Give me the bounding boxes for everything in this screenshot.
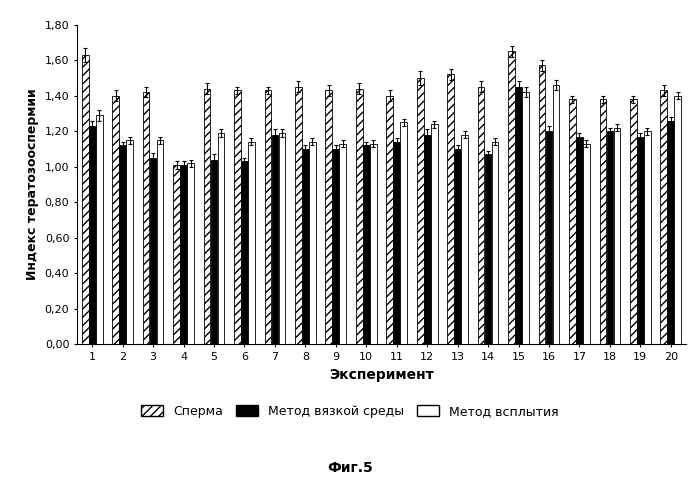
Bar xyxy=(370,144,377,344)
Y-axis label: Индекс тератозооспермии: Индекс тератозооспермии xyxy=(26,89,39,280)
Bar xyxy=(400,123,407,344)
Bar xyxy=(491,142,498,344)
Text: Фиг.5: Фиг.5 xyxy=(327,461,373,475)
Bar xyxy=(606,131,613,344)
Bar xyxy=(218,133,225,344)
Bar xyxy=(326,91,332,344)
Bar xyxy=(150,158,157,344)
Bar xyxy=(157,140,164,344)
Bar xyxy=(386,95,393,344)
Bar xyxy=(363,146,370,344)
Bar xyxy=(393,142,400,344)
Bar xyxy=(484,154,491,344)
Bar xyxy=(477,87,484,344)
Bar xyxy=(302,149,309,344)
Bar xyxy=(187,163,194,344)
Bar xyxy=(644,131,651,344)
Bar xyxy=(545,131,552,344)
Bar xyxy=(96,115,103,344)
Bar xyxy=(340,144,346,344)
Bar xyxy=(447,74,454,344)
Bar xyxy=(416,78,424,344)
Bar xyxy=(454,149,461,344)
Bar xyxy=(599,99,606,344)
Bar xyxy=(613,127,620,344)
Bar xyxy=(424,135,430,344)
Bar xyxy=(538,65,545,344)
Bar xyxy=(569,99,576,344)
Bar xyxy=(576,136,583,344)
Bar xyxy=(508,51,515,344)
Bar xyxy=(180,165,187,344)
Bar xyxy=(82,55,89,344)
X-axis label: Эксперимент: Эксперимент xyxy=(329,368,434,382)
Bar xyxy=(89,126,96,344)
Bar xyxy=(112,95,119,344)
Bar xyxy=(461,135,468,344)
Bar xyxy=(522,92,529,344)
Bar xyxy=(143,92,150,344)
Bar xyxy=(552,85,559,344)
Bar xyxy=(430,124,438,344)
Bar xyxy=(173,165,180,344)
Legend: Сперма, Метод вязкой среды, Метод всплытия: Сперма, Метод вязкой среды, Метод всплыт… xyxy=(137,401,563,422)
Bar xyxy=(332,149,340,344)
Bar xyxy=(674,95,681,344)
Bar xyxy=(515,87,522,344)
Bar xyxy=(234,91,241,344)
Bar xyxy=(583,144,590,344)
Bar xyxy=(211,159,218,344)
Bar xyxy=(295,87,302,344)
Bar xyxy=(637,136,644,344)
Bar xyxy=(660,91,667,344)
Bar xyxy=(248,142,255,344)
Bar xyxy=(272,135,279,344)
Bar xyxy=(119,146,126,344)
Bar xyxy=(126,140,133,344)
Bar xyxy=(356,89,363,344)
Bar xyxy=(241,161,248,344)
Bar xyxy=(667,121,674,344)
Bar xyxy=(204,89,211,344)
Bar xyxy=(279,133,286,344)
Bar xyxy=(309,142,316,344)
Bar xyxy=(630,99,637,344)
Bar xyxy=(265,91,272,344)
